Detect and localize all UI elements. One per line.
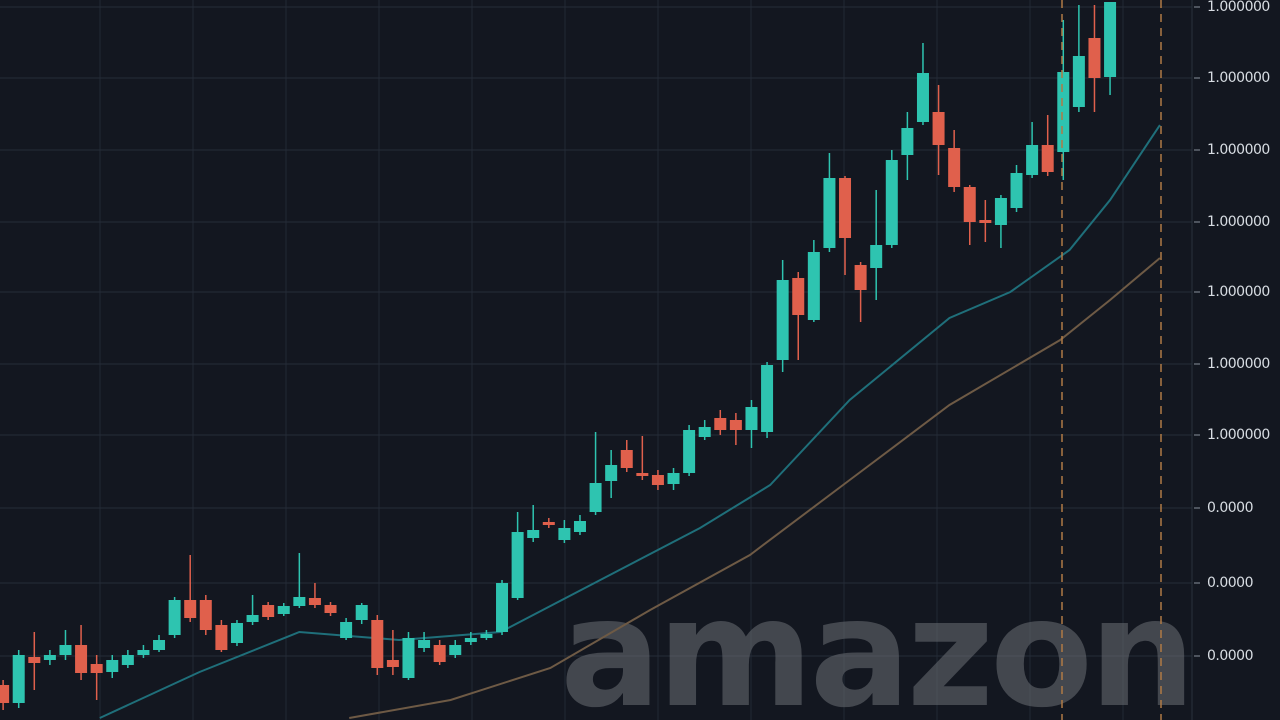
moving-averages: [99, 124, 1161, 719]
candle-body: [215, 625, 228, 650]
candle-body: [59, 645, 72, 655]
candle-body: [90, 664, 103, 673]
candle-body: [371, 620, 384, 668]
y-tick-label: 1.000000: [1207, 70, 1270, 86]
candle-body: [667, 473, 680, 484]
candle-body: [137, 650, 150, 655]
candle-body: [885, 160, 898, 245]
candle-body: [994, 198, 1007, 225]
candle-body: [823, 178, 836, 248]
y-tick-label: 0.0000: [1207, 648, 1253, 664]
candle-body: [839, 178, 852, 238]
candle-body: [199, 600, 212, 630]
y-tick-label: 1.000000: [1207, 427, 1270, 443]
candle-body: [496, 583, 509, 632]
candle-body: [246, 615, 259, 622]
candle-body: [979, 220, 992, 223]
candle-body: [807, 252, 820, 320]
candle-body: [1104, 2, 1117, 77]
y-tick-label: 1.000000: [1207, 284, 1270, 300]
moving-average: [349, 257, 1161, 719]
candle-body: [28, 657, 41, 663]
candle-body: [184, 600, 197, 618]
candle-body: [542, 522, 555, 525]
candle-body: [277, 606, 290, 614]
candle-body: [433, 645, 446, 662]
candle-body: [43, 655, 56, 660]
candle-body: [308, 598, 321, 605]
candle-body: [527, 530, 540, 538]
candle-body: [75, 645, 88, 673]
candle-body: [776, 280, 789, 360]
candle-body: [230, 623, 243, 643]
candle-body: [168, 600, 181, 635]
y-tick-label: 1.000000: [1207, 356, 1270, 372]
candle-body: [651, 475, 664, 485]
candle-body: [761, 365, 774, 432]
candle-body: [1041, 145, 1054, 172]
candle-body: [449, 645, 462, 655]
candle-body: [0, 685, 10, 703]
candle-body: [558, 528, 571, 540]
candle-body: [620, 450, 633, 468]
candle-body: [106, 660, 119, 672]
watermark: amazon: [560, 567, 1192, 720]
candle-body: [153, 640, 166, 650]
y-tick-label: 0.0000: [1207, 500, 1253, 516]
candle-body: [870, 245, 883, 268]
candle-body: [402, 638, 415, 678]
candles: [0, 2, 1117, 710]
candle-body: [683, 430, 696, 473]
candle-body: [1088, 38, 1101, 78]
candle-body: [698, 427, 711, 437]
y-tick-label: 0.0000: [1207, 575, 1253, 591]
candle-body: [1010, 173, 1023, 208]
candle-body: [511, 532, 524, 598]
candle-body: [324, 605, 337, 613]
candle-body: [605, 465, 618, 481]
y-tick-label: 1.000000: [1207, 0, 1270, 15]
candle-body: [932, 112, 945, 145]
candle-body: [573, 521, 586, 532]
candle-body: [1057, 72, 1070, 152]
candle-body: [948, 148, 961, 187]
candle-body: [293, 597, 306, 606]
candle-body: [636, 473, 649, 476]
candle-body: [729, 420, 742, 430]
candle-body: [340, 622, 353, 638]
candle-body: [121, 655, 134, 665]
candle-body: [12, 655, 25, 703]
candle-body: [480, 634, 493, 638]
y-tick-label: 1.000000: [1207, 214, 1270, 230]
candle-body: [745, 407, 758, 430]
moving-average: [99, 124, 1161, 719]
candle-body: [418, 640, 431, 648]
price-ticks: 1.000000 1.000000 1.000000 1.000000 1.000000…: [1194, 0, 1270, 664]
candle-body: [901, 128, 914, 155]
vertical-grid: [99, 0, 1124, 720]
candle-body: [1026, 145, 1039, 175]
y-tick-label: 1.000000: [1207, 142, 1270, 158]
candle-body: [386, 660, 399, 667]
candle-body: [792, 278, 805, 315]
candle-body: [1072, 56, 1085, 107]
candle-body: [963, 187, 976, 222]
candle-body: [714, 418, 727, 430]
candle-body: [589, 483, 602, 512]
candle-body: [464, 638, 477, 642]
candle-body: [854, 265, 867, 290]
candle-body: [355, 605, 368, 620]
candle-body: [916, 73, 929, 122]
candle-body: [262, 605, 275, 617]
